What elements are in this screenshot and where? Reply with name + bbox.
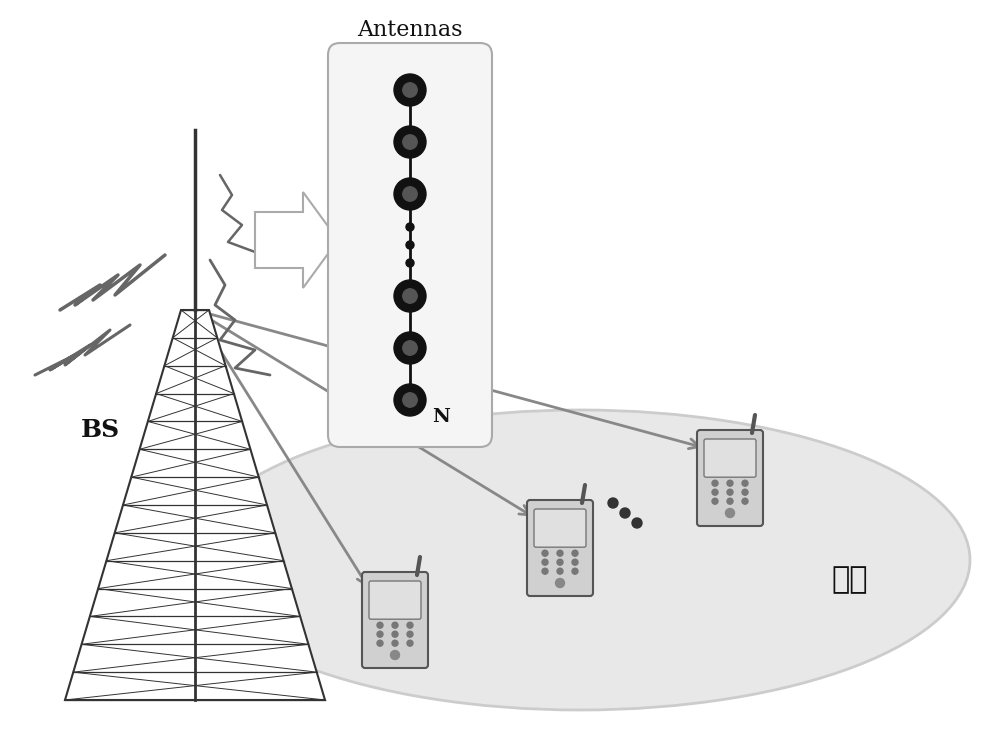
Circle shape (712, 480, 718, 486)
FancyBboxPatch shape (369, 581, 421, 619)
Circle shape (406, 223, 414, 231)
Circle shape (407, 622, 413, 628)
Circle shape (390, 651, 400, 659)
Circle shape (742, 489, 748, 495)
Circle shape (742, 480, 748, 486)
Polygon shape (255, 192, 338, 288)
Circle shape (392, 640, 398, 646)
Circle shape (557, 559, 563, 565)
Circle shape (392, 631, 398, 637)
Circle shape (392, 622, 398, 628)
Circle shape (377, 631, 383, 637)
Circle shape (727, 499, 733, 504)
Text: N: N (432, 408, 450, 426)
Circle shape (394, 178, 426, 210)
Circle shape (394, 126, 426, 158)
Circle shape (572, 568, 578, 574)
Circle shape (726, 509, 734, 518)
Circle shape (556, 578, 564, 588)
FancyBboxPatch shape (697, 430, 763, 526)
Circle shape (394, 280, 426, 312)
Circle shape (572, 559, 578, 565)
FancyBboxPatch shape (362, 572, 428, 668)
Circle shape (403, 135, 417, 149)
Text: BS: BS (80, 418, 120, 442)
Circle shape (632, 518, 642, 528)
Circle shape (407, 631, 413, 637)
Circle shape (394, 74, 426, 106)
Circle shape (394, 384, 426, 416)
FancyBboxPatch shape (704, 439, 756, 477)
Circle shape (407, 640, 413, 646)
Circle shape (557, 568, 563, 574)
Circle shape (403, 187, 417, 201)
FancyBboxPatch shape (534, 509, 586, 548)
Circle shape (572, 550, 578, 556)
Circle shape (712, 499, 718, 504)
Text: 用户: 用户 (832, 566, 868, 594)
Text: Antennas: Antennas (357, 19, 463, 41)
Circle shape (403, 393, 417, 407)
Circle shape (403, 341, 417, 355)
Circle shape (542, 568, 548, 574)
Ellipse shape (190, 410, 970, 710)
Circle shape (377, 640, 383, 646)
Circle shape (406, 259, 414, 267)
FancyBboxPatch shape (527, 500, 593, 596)
Circle shape (542, 550, 548, 556)
Circle shape (406, 241, 414, 249)
Circle shape (377, 622, 383, 628)
Circle shape (620, 508, 630, 518)
Circle shape (557, 550, 563, 556)
Circle shape (742, 499, 748, 504)
Circle shape (727, 489, 733, 495)
Circle shape (542, 559, 548, 565)
Circle shape (608, 498, 618, 508)
Circle shape (712, 489, 718, 495)
FancyBboxPatch shape (328, 43, 492, 447)
Circle shape (394, 332, 426, 364)
Circle shape (403, 83, 417, 97)
Polygon shape (65, 310, 325, 700)
Circle shape (727, 480, 733, 486)
Circle shape (403, 289, 417, 303)
